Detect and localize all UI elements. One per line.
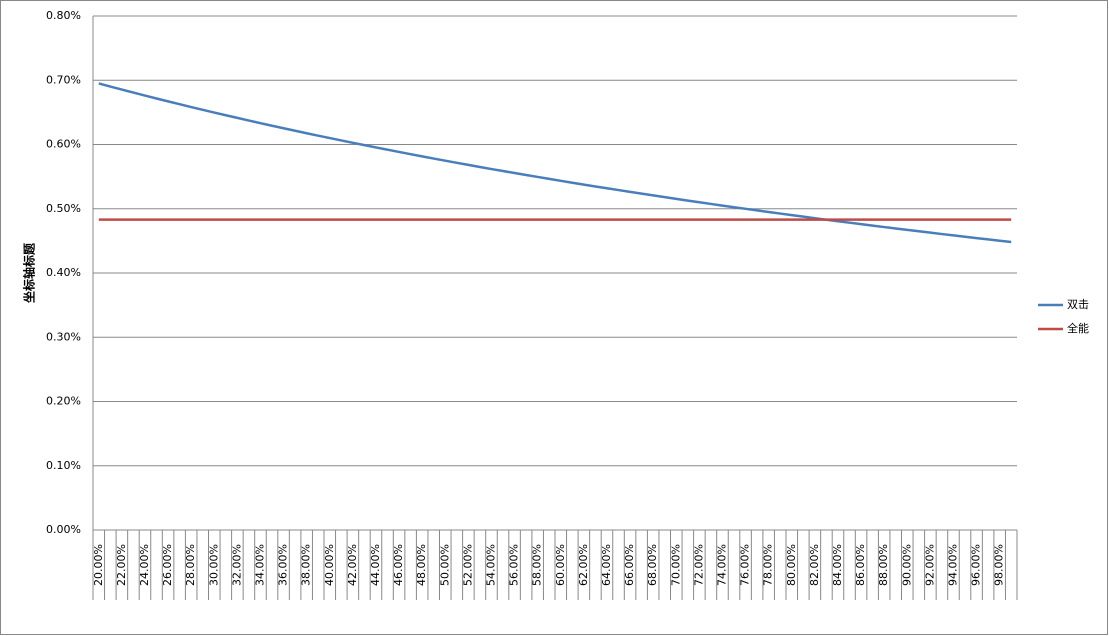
x-tick-label: 56.00% — [508, 544, 521, 586]
y-tick-label: 0.20% — [46, 395, 81, 408]
x-tick-label: 96.00% — [970, 544, 983, 586]
x-tick-label: 68.00% — [646, 544, 659, 586]
legend-label: 全能 — [1067, 321, 1089, 335]
y-tick-label: 0.60% — [46, 138, 81, 151]
x-tick-label: 92.00% — [923, 544, 936, 586]
x-tick-label: 72.00% — [692, 544, 705, 586]
x-tick-label: 62.00% — [577, 544, 590, 586]
x-tick-label: 40.00% — [323, 544, 336, 586]
x-tick-label: 28.00% — [184, 544, 197, 586]
x-tick-label: 78.00% — [762, 544, 775, 586]
x-tick-label: 88.00% — [877, 544, 890, 586]
x-tick-label: 24.00% — [138, 544, 151, 586]
x-tick-label: 30.00% — [207, 544, 220, 586]
x-tick-label: 82.00% — [808, 544, 821, 586]
x-tick-label: 86.00% — [854, 544, 867, 586]
y-axis-title: 坐标轴标题 — [22, 242, 37, 303]
y-tick-label: 0.00% — [46, 523, 81, 536]
x-tick-label: 34.00% — [253, 544, 266, 586]
x-tick-label: 20.00% — [92, 544, 105, 586]
x-tick-label: 58.00% — [531, 544, 544, 586]
x-tick-label: 74.00% — [715, 544, 728, 586]
x-tick-label: 80.00% — [785, 544, 798, 586]
x-tick-label: 70.00% — [669, 544, 682, 586]
x-tick-label: 98.00% — [993, 544, 1006, 586]
legend-label: 双击 — [1067, 298, 1089, 311]
x-tick-label: 54.00% — [484, 544, 497, 586]
x-tick-label: 26.00% — [161, 544, 174, 586]
y-tick-label: 0.80% — [46, 9, 81, 22]
x-tick-label: 36.00% — [277, 544, 290, 586]
y-tick-label: 0.30% — [46, 330, 81, 343]
x-tick-label: 64.00% — [600, 544, 613, 586]
x-tick-label: 44.00% — [369, 544, 382, 586]
x-tick-label: 52.00% — [461, 544, 474, 586]
x-tick-label: 48.00% — [415, 544, 428, 586]
x-tick-label: 46.00% — [392, 544, 405, 586]
x-tick-label: 50.00% — [438, 544, 451, 586]
x-tick-label: 32.00% — [230, 544, 243, 586]
y-tick-label: 0.70% — [46, 73, 81, 86]
series-line — [98, 82, 1012, 244]
x-tick-label: 60.00% — [554, 544, 567, 586]
x-tick-label: 38.00% — [300, 544, 313, 586]
y-tick-label: 0.40% — [46, 266, 81, 279]
x-tick-label: 94.00% — [946, 544, 959, 586]
y-tick-label: 0.10% — [46, 459, 81, 472]
x-tick-label: 84.00% — [831, 544, 844, 586]
x-tick-label: 42.00% — [346, 544, 359, 586]
y-tick-label: 0.50% — [46, 202, 81, 215]
x-tick-label: 66.00% — [623, 544, 636, 586]
x-tick-label: 22.00% — [115, 544, 128, 586]
x-tick-label: 90.00% — [900, 544, 913, 586]
x-tick-label: 76.00% — [739, 544, 752, 586]
